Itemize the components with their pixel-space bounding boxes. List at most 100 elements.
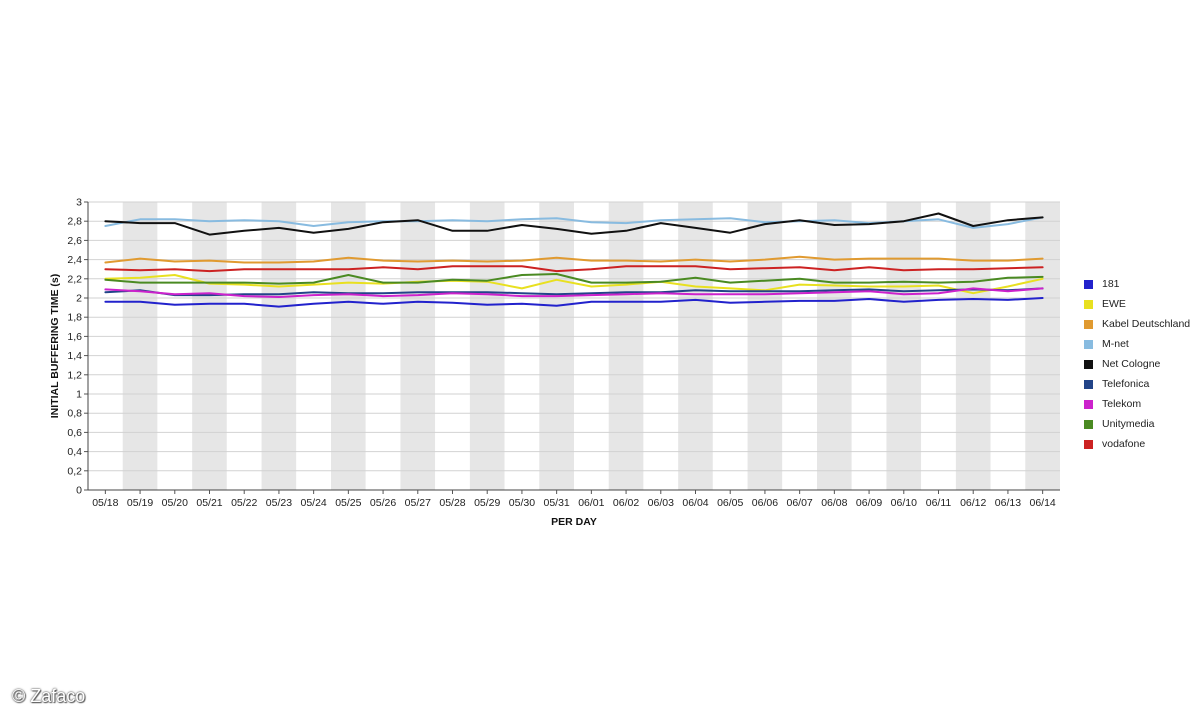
grid-band bbox=[469, 202, 505, 490]
legend-item: Kabel Deutschland bbox=[1084, 314, 1200, 334]
x-tick-label: 05/27 bbox=[405, 497, 431, 509]
legend-item: M-net bbox=[1084, 334, 1200, 354]
y-tick-label: 3 bbox=[76, 197, 82, 209]
x-tick-label: 06/03 bbox=[648, 497, 674, 509]
grid-band bbox=[504, 202, 540, 490]
grid-band bbox=[955, 202, 991, 490]
legend-label: vodafone bbox=[1102, 438, 1146, 450]
series-line-telefonica bbox=[104, 287, 1044, 297]
y-tick-label: 0 bbox=[76, 485, 82, 497]
grid-band bbox=[643, 202, 679, 490]
legend-swatch bbox=[1084, 419, 1093, 429]
x-tick-label: 05/31 bbox=[544, 497, 570, 509]
legend-label: 181 bbox=[1102, 278, 1120, 290]
legend: 181 EWE Kabel Deutschland M-net Net Cologne T… bbox=[1084, 274, 1200, 454]
x-axis-title: PER DAY bbox=[551, 516, 597, 528]
x-tick-label: 05/23 bbox=[266, 497, 292, 509]
y-tick-label: 2,8 bbox=[67, 216, 82, 228]
legend-swatch bbox=[1084, 299, 1093, 309]
grid-band bbox=[435, 202, 470, 490]
grid-band bbox=[990, 202, 1026, 490]
grid-band bbox=[331, 202, 366, 490]
series-line-net-cologne bbox=[104, 212, 1044, 236]
y-tick-label: 2,4 bbox=[67, 254, 82, 266]
y-tick-label: 1,8 bbox=[67, 312, 82, 324]
y-tick-labels: 0 0,2 0,4 0,6 0,8 1 1,2 1,4 1,6 1,8 2 2,2 2,4 2,6 2,8 3 bbox=[67, 197, 82, 497]
grid-band bbox=[296, 202, 331, 490]
legend-item: 181 bbox=[1084, 274, 1200, 294]
x-tick-label: 06/14 bbox=[1030, 497, 1056, 509]
series-line-telekom bbox=[104, 287, 1044, 298]
axes bbox=[87, 202, 1060, 491]
x-tick-label: 05/30 bbox=[509, 497, 535, 509]
x-tick-label: 05/20 bbox=[162, 497, 188, 509]
legend-label: Unitymedia bbox=[1102, 418, 1155, 430]
x-tick-label: 06/05 bbox=[717, 497, 743, 509]
legend-label: Telefonica bbox=[1102, 378, 1150, 390]
x-tick-label: 05/28 bbox=[439, 497, 465, 509]
legend-swatch bbox=[1084, 339, 1093, 349]
legend-label: Net Cologne bbox=[1102, 358, 1161, 370]
legend-swatch bbox=[1084, 279, 1093, 289]
grid-band bbox=[539, 202, 574, 490]
x-tick-label: 05/26 bbox=[370, 497, 396, 509]
x-tick-label: 06/09 bbox=[856, 497, 882, 509]
grid-band bbox=[782, 202, 817, 490]
y-tick-label: 1,6 bbox=[67, 331, 82, 343]
legend-label: M-net bbox=[1102, 338, 1129, 350]
grid-band bbox=[157, 202, 193, 490]
y-tick-label: 0,8 bbox=[67, 408, 82, 420]
grid-band bbox=[712, 202, 748, 490]
grid-bands bbox=[88, 202, 1060, 490]
y-axis-title: INITIAL BUFFERING TIME (s) bbox=[49, 274, 61, 418]
legend-swatch bbox=[1084, 319, 1093, 329]
x-tick-label: 05/21 bbox=[196, 497, 222, 509]
grid-band bbox=[851, 202, 887, 490]
grid-band bbox=[886, 202, 922, 490]
legend-item: Unitymedia bbox=[1084, 414, 1200, 434]
grid-band bbox=[122, 202, 158, 490]
legend-item: Telekom bbox=[1084, 394, 1200, 414]
x-tick-label: 06/01 bbox=[578, 497, 604, 509]
legend-item: EWE bbox=[1084, 294, 1200, 314]
x-tick-label: 06/07 bbox=[787, 497, 813, 509]
series-line-vodafone bbox=[104, 265, 1044, 273]
x-tick-label: 06/12 bbox=[960, 497, 986, 509]
x-tick-label: 06/04 bbox=[682, 497, 708, 509]
grid-band bbox=[192, 202, 227, 490]
grid-band bbox=[226, 202, 262, 490]
series-line-ewe bbox=[104, 274, 1044, 295]
series-line-181 bbox=[104, 297, 1044, 308]
y-tick-label: 0,2 bbox=[67, 465, 82, 477]
grid-band bbox=[1025, 202, 1060, 490]
y-tick-label: 2,6 bbox=[67, 235, 82, 247]
x-tick-label: 05/29 bbox=[474, 497, 500, 509]
legend-label: Kabel Deutschland bbox=[1102, 318, 1191, 330]
y-tick-label: 1,4 bbox=[67, 350, 82, 362]
x-tick-label: 06/08 bbox=[821, 497, 847, 509]
grid-band bbox=[678, 202, 713, 490]
x-tick-label: 05/22 bbox=[231, 497, 257, 509]
series-lines bbox=[104, 212, 1044, 308]
x-tick-label: 05/19 bbox=[127, 497, 153, 509]
x-tick-label: 05/24 bbox=[301, 497, 327, 509]
legend-item: Telefonica bbox=[1084, 374, 1200, 394]
grid-band bbox=[817, 202, 852, 490]
y-tick-label: 2 bbox=[76, 293, 82, 305]
legend-swatch bbox=[1084, 439, 1093, 449]
y-tick-label: 0,4 bbox=[67, 446, 82, 458]
grid-band bbox=[88, 202, 123, 490]
x-tick-label: 06/13 bbox=[995, 497, 1021, 509]
grid-band bbox=[574, 202, 609, 490]
series-line-kabel-deutschland bbox=[104, 255, 1044, 264]
legend-swatch bbox=[1084, 379, 1093, 389]
legend-swatch bbox=[1084, 359, 1093, 369]
y-tick-label: 2,2 bbox=[67, 273, 82, 285]
series-line-unitymedia bbox=[104, 273, 1044, 285]
x-tick-label: 05/25 bbox=[335, 497, 361, 509]
x-tick-label: 06/02 bbox=[613, 497, 639, 509]
x-tick-labels: 05/18 05/19 05/20 05/21 05/22 05/23 05/24 05/25… bbox=[92, 490, 1056, 509]
watermark: © Zafaco bbox=[12, 686, 86, 706]
grid-band bbox=[747, 202, 783, 490]
